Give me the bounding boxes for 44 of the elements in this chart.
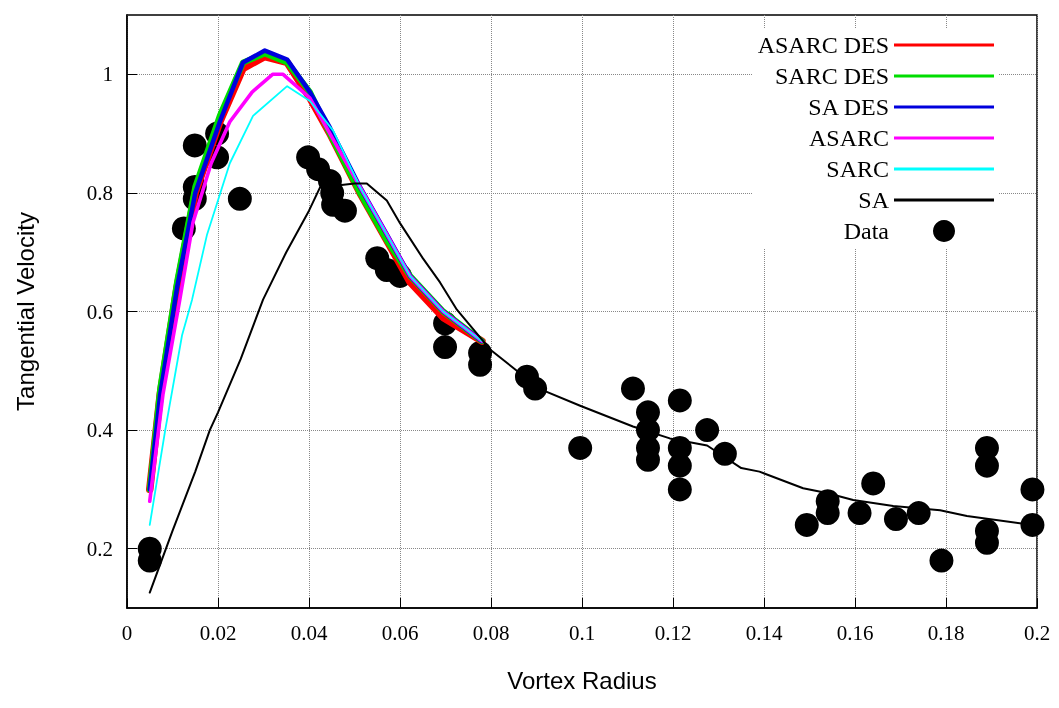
point (1020, 477, 1045, 502)
legend-label: SA (858, 187, 890, 213)
point (794, 512, 819, 537)
legend-label: ASARC (808, 125, 889, 151)
x-tick-label: 0 (121, 620, 133, 645)
x-axis-title: Vortex Radius (507, 666, 657, 694)
x-tick-label: 0.02 (199, 620, 237, 645)
point (332, 198, 357, 223)
point (1020, 512, 1045, 537)
point (667, 453, 692, 478)
point (861, 471, 886, 496)
x-tick-label: 0.12 (654, 620, 692, 645)
legend-label: Data (843, 218, 890, 244)
y-tick-label: 0.6 (86, 299, 113, 324)
point (974, 453, 999, 478)
x-tick-label: 0.04 (290, 620, 328, 645)
point (929, 548, 954, 573)
point (906, 501, 931, 526)
point (883, 507, 908, 532)
point (847, 501, 872, 526)
legend-label: SARC (826, 156, 889, 182)
legend-label: ASARC DES (757, 32, 889, 58)
point (227, 186, 252, 211)
y-tick-label: 0.8 (86, 180, 113, 205)
legend-label: SA DES (808, 94, 889, 120)
point (667, 477, 692, 502)
point (620, 376, 645, 401)
y-tick-label: 0.4 (86, 418, 114, 443)
legend-label: SARC DES (774, 63, 889, 89)
x-tick-label: 0.06 (381, 620, 419, 645)
point (182, 133, 207, 158)
point (433, 335, 458, 360)
x-tick-label: 0.18 (927, 620, 965, 645)
x-tick-label: 0.16 (836, 620, 874, 645)
y-tick-label: 0.2 (86, 536, 113, 561)
y-tick-label: 1 (102, 62, 113, 87)
x-tick-label: 0.1 (568, 620, 596, 645)
point (695, 418, 720, 443)
x-tick-label: 0.08 (472, 620, 510, 645)
point (667, 388, 692, 413)
y-axis-title: Tangential Velocity (11, 212, 39, 411)
point (568, 435, 593, 460)
x-tick-label: 0.14 (745, 620, 783, 645)
x-tick-label: 0.2 (1023, 620, 1051, 645)
